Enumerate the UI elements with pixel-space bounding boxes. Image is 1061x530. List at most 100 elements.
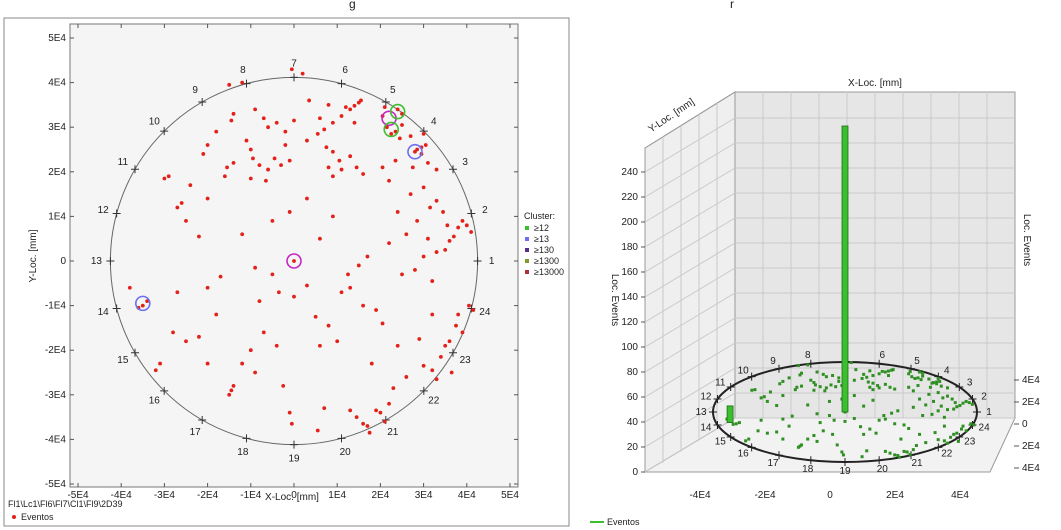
- event-point-3d: [871, 398, 875, 402]
- event-point-3d: [759, 396, 763, 400]
- caption-right-fragment: r: [730, 0, 734, 11]
- sensor-label: 8: [240, 65, 246, 76]
- sensor-label-3d: 9: [770, 356, 776, 367]
- event-point-3d: [916, 376, 920, 380]
- event-point: [408, 134, 413, 139]
- event-point-3d: [955, 405, 959, 409]
- event-point: [307, 98, 312, 103]
- event-point-3d: [949, 435, 953, 439]
- sensor-label-3d: 10: [738, 365, 750, 376]
- event-point: [214, 312, 219, 317]
- event-point: [426, 160, 430, 165]
- event-point-3d: [787, 424, 791, 428]
- legend-label: ≥12: [534, 223, 549, 233]
- event-point-3d: [877, 418, 881, 422]
- sensor-label: 13: [91, 256, 103, 267]
- event-point-3d: [734, 422, 738, 426]
- event-point-3d: [765, 431, 769, 435]
- sensor-marker: [473, 257, 482, 265]
- event-point: [248, 176, 253, 181]
- event-point: [281, 383, 286, 388]
- event-point: [389, 131, 394, 136]
- event-point-3d: [812, 381, 816, 385]
- event-point: [421, 363, 426, 368]
- z-tick-label: 0: [632, 467, 638, 478]
- sensor-marker: [106, 257, 115, 265]
- event-point-3d: [818, 385, 822, 389]
- top-frame: [644, 91, 1015, 149]
- event-point-3d: [908, 452, 912, 456]
- event-point: [415, 147, 420, 152]
- y-axis: 5E4 4E4 3E4 2E4 1E4 0 -1E4 -2E4 -3E4 -4E4 -5E4: [45, 33, 518, 490]
- event-point: [201, 152, 206, 156]
- event-bars: [726, 125, 849, 423]
- event-point-3d: [932, 399, 936, 403]
- sensor-marker: [112, 304, 121, 313]
- event-point: [430, 312, 435, 317]
- event-point-3d: [862, 432, 866, 436]
- sensor-marker-3d: [713, 420, 722, 429]
- y-tick-label-3d: 0: [1022, 419, 1028, 430]
- cluster-selections: [135, 103, 423, 312]
- y-tick-label-3d: 4E4: [1022, 463, 1040, 474]
- event-point-3d: [958, 404, 962, 408]
- event-point-3d: [927, 392, 931, 396]
- sensor-marker: [337, 79, 346, 88]
- event-point-3d: [970, 402, 974, 406]
- sensor-marker: [419, 386, 428, 395]
- event-point: [380, 321, 385, 326]
- event-point: [175, 290, 180, 295]
- event-point-3d: [964, 429, 968, 433]
- z-axis-label: Loc. Events: [609, 274, 620, 326]
- event-point-3d: [880, 369, 884, 373]
- event-point-3d: [775, 404, 779, 408]
- event-point-3d: [969, 422, 973, 426]
- event-point: [356, 263, 361, 268]
- event-point-3d: [893, 453, 897, 457]
- z-tick-label: 180: [621, 242, 638, 253]
- event-point-3d: [821, 429, 825, 433]
- event-point-3d: [876, 384, 880, 388]
- event-point-3d: [781, 379, 785, 383]
- event-point-3d: [902, 423, 906, 427]
- event-point-3d: [860, 376, 864, 380]
- event-point-3d: [831, 374, 835, 378]
- sensor-label-3d: 16: [738, 449, 750, 460]
- event-point-3d: [823, 389, 827, 393]
- sensor-label-3d: 13: [695, 407, 707, 418]
- event-point-3d: [941, 396, 945, 400]
- event-point: [339, 114, 344, 118]
- event-point-3d: [852, 378, 856, 382]
- event-point-3d: [753, 388, 757, 392]
- event-point-3d: [778, 382, 782, 386]
- sensor-marker-3d: [747, 443, 756, 452]
- event-bar: [726, 405, 734, 423]
- sensor-marker-3d: [775, 451, 783, 460]
- event-point: [231, 111, 236, 116]
- event-point: [367, 430, 372, 435]
- event-point: [315, 428, 320, 433]
- cluster-selection: [383, 121, 400, 138]
- event-point: [127, 285, 132, 290]
- event-point: [289, 421, 294, 426]
- legend-label: ≥13: [534, 234, 549, 244]
- sensor-marker-3d: [955, 383, 964, 391]
- event-point-3d: [862, 404, 866, 408]
- event-point-3d: [899, 437, 903, 441]
- event-point-3d: [868, 427, 872, 431]
- event-point: [330, 149, 335, 154]
- legend-swatch: [525, 226, 529, 230]
- sensor-marker: [449, 348, 458, 357]
- event-point-3d: [787, 376, 791, 380]
- event-point-3d: [930, 412, 934, 416]
- event-point-3d: [902, 449, 906, 453]
- y-tick-label: -4E4: [45, 434, 67, 445]
- event-point-3d: [945, 441, 949, 445]
- sensor-marker: [198, 97, 207, 106]
- event-point: [361, 303, 366, 308]
- event-point-3d: [854, 368, 858, 372]
- event-point-3d: [967, 401, 971, 405]
- grid-line: [644, 167, 736, 223]
- sensor-label: 21: [387, 427, 399, 438]
